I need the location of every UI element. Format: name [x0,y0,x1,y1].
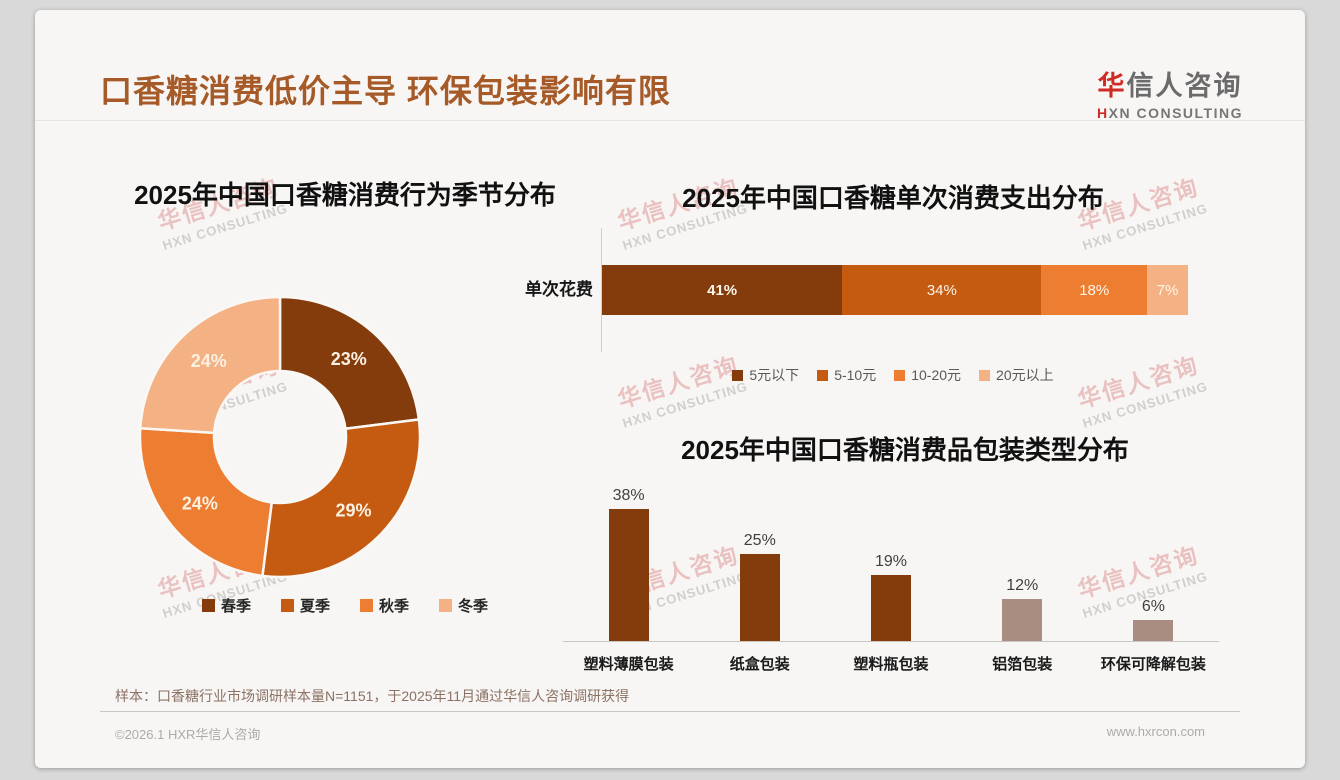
legend-label: 秋季 [379,598,410,615]
column-cell: 19% [825,478,956,641]
brand-logo-accent-char: 华 [1097,71,1127,101]
donut-segment-0 [278,295,421,431]
donut-segment-label: 23% [331,349,367,369]
column-chart-categories: 塑料薄膜包装 纸盒包装 塑料瓶包装 铝箔包装 环保可降解包装 [563,653,1219,674]
legend-label: 冬季 [458,598,489,615]
column-bar-4 [1133,620,1174,641]
column-cell: 12% [957,478,1088,641]
donut-segment-3 [138,295,282,435]
stacked-bar-segment-2: 18% [1041,265,1147,315]
column-bar-0 [608,509,649,641]
legend-label: 5-10元 [834,367,877,383]
column-value-label: 6% [1141,598,1165,615]
brand-logo-en-accent: H [1097,105,1109,121]
column-value-label: 12% [1006,577,1039,594]
donut-segment-label: 24% [191,351,227,371]
stacked-bar-row-label: 单次花费 [525,280,593,299]
legend-item: 20元以上 [979,365,1054,385]
donut-segment-1 [261,418,422,579]
column-category-label: 塑料薄膜包装 [583,656,674,673]
legend-label: 10-20元 [911,367,962,383]
legend-swatch-icon [732,369,744,381]
donut-segment-label: 29% [336,501,372,521]
column-chart-title: 2025年中国口香糖消费品包装类型分布 [681,435,1129,465]
brand-logo-chinese: 华信人咨询 [1097,64,1243,103]
legend-swatch-icon [817,369,829,381]
legend-swatch-icon [280,599,294,612]
column-chart-axis-line [563,641,1219,642]
stacked-bar-segment-0: 41% [602,265,843,315]
footer-divider [100,711,1240,712]
legend-item: 冬季 [439,595,488,616]
column-category-label: 环保可降解包装 [1100,656,1206,673]
brand-logo-en-rest: XN CONSULTING [1108,105,1243,121]
legend-label: 春季 [220,598,251,615]
legend-label: 20元以上 [996,367,1054,383]
legend-swatch-icon [979,369,991,381]
legend-item: 5元以下 [732,365,799,385]
legend-label: 夏季 [299,598,330,615]
legend-swatch-icon [201,599,215,612]
column-chart-plot: 38% 25% 19% 12% 6% [563,478,1219,641]
column-cell: 25% [694,478,825,641]
column-category-label: 纸盒包装 [729,656,790,673]
page-title: 口香糖消费低价主导 环保包装影响有限 [100,73,671,109]
stacked-bar: 41% 34% 18% 7% [602,265,1188,315]
column-category-label: 铝箔包装 [992,656,1053,673]
brand-logo-english: HXN CONSULTING [1097,105,1243,121]
column-bar-1 [739,554,780,641]
report-card: 华信人咨询 HXN CONSULTING 华信人咨询 HXN CONSULTING 华信… [35,10,1305,768]
donut-chart-title: 2025年中国口香糖消费行为季节分布 [134,180,556,210]
website-link[interactable]: www.hxrcon.com [1106,724,1205,739]
copyright-text: ©2026.1 HXR华信人咨询 [115,727,261,742]
donut-segment-label: 24% [182,493,218,513]
legend-swatch-icon [360,599,373,612]
stacked-bar-segment-3: 7% [1146,265,1188,315]
header-divider [35,120,1305,121]
brand-logo-rest-chars: 信人咨询 [1126,71,1243,101]
donut-chart-legend: 春季 夏季 秋季 冬季 [65,595,625,616]
column-bar-2 [871,575,911,641]
column-value-label: 19% [874,553,908,570]
stacked-bar-axis-line [601,228,602,352]
legend-item: 5-10元 [817,365,876,385]
column-cell: 6% [1088,478,1219,641]
column-value-label: 38% [612,487,645,504]
legend-swatch-icon [439,599,453,612]
legend-item: 10-20元 [894,365,961,385]
legend-item: 夏季 [280,595,330,616]
column-value-label: 25% [743,532,776,549]
column-category-label: 塑料瓶包装 [853,656,929,673]
donut-segment-2 [138,426,274,578]
legend-swatch-icon [894,369,906,381]
legend-item: 春季 [201,595,251,616]
stacked-bar-legend: 5元以下 5-10元 10-20元 20元以上 [583,365,1203,385]
sample-footnote: 样本：口香糖行业市场调研样本量N=1151，于2025年11月通过华信人咨询调研… [115,688,630,704]
column-cell: 38% [563,478,694,641]
legend-label: 5元以下 [749,367,800,383]
brand-logo: 华信人咨询 HXN CONSULTING [1097,64,1243,121]
stacked-bar-segment-1: 34% [842,265,1042,315]
donut-chart: 23% 29% 24% 24% [138,295,422,579]
column-bar-3 [1002,599,1043,641]
stacked-bar-chart-title: 2025年中国口香糖单次消费支出分布 [682,183,1104,213]
legend-item: 秋季 [360,595,409,616]
